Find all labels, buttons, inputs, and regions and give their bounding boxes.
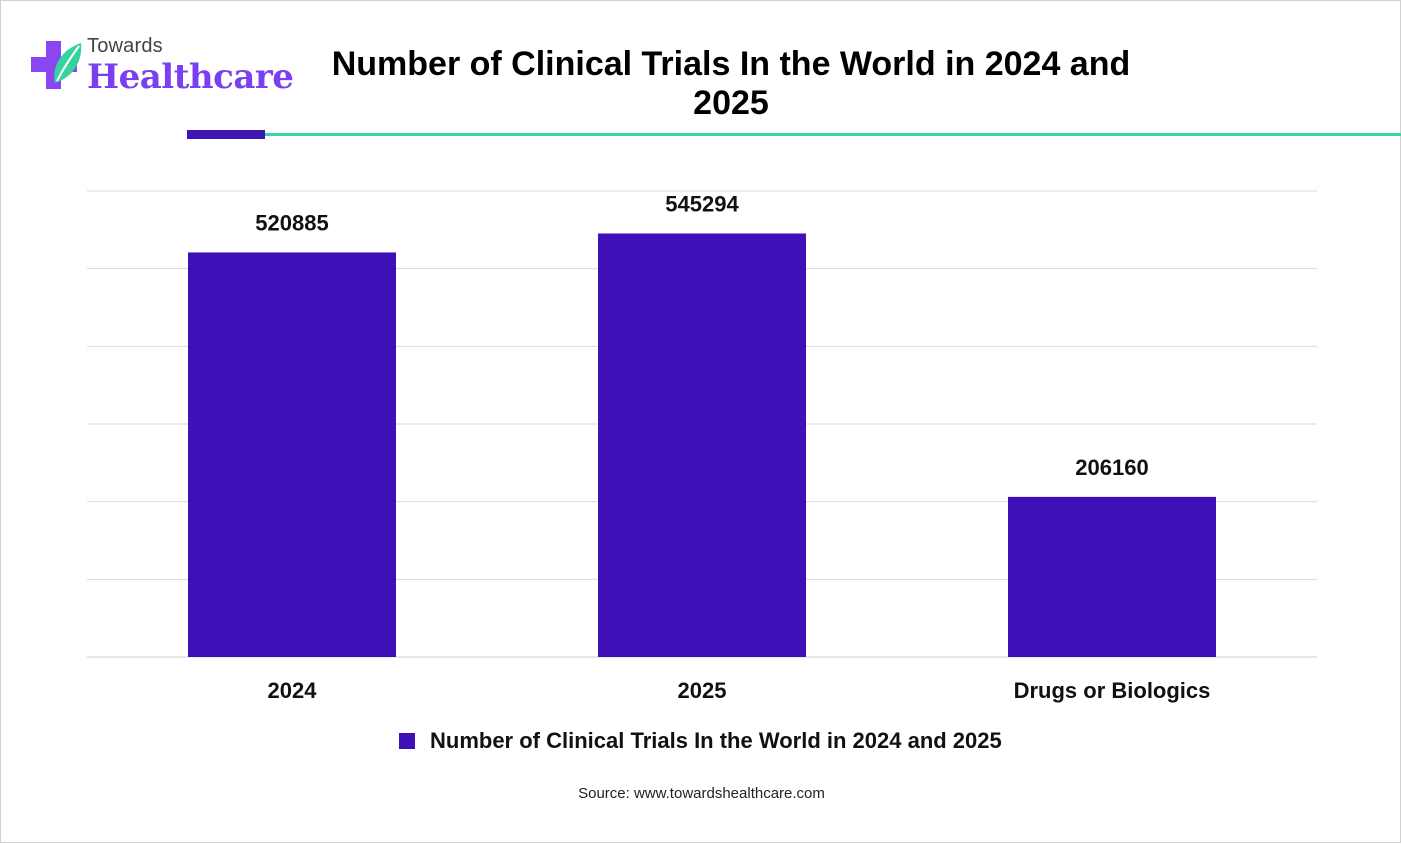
data-label-2: 206160 <box>1075 455 1148 480</box>
bar-2 <box>1008 496 1216 657</box>
bar-0 <box>188 252 396 657</box>
source-note: Source: www.towardshealthcare.com <box>578 785 825 802</box>
logo-text-healthcare: Healthcare <box>87 57 294 97</box>
legend-label: Number of Clinical Trials In the World i… <box>430 728 1002 753</box>
logo-text-towards: Towards <box>87 35 163 57</box>
chart-title: Number of Clinical Trials In the World i… <box>331 45 1131 122</box>
bar-1 <box>598 233 806 657</box>
x-tick-label-0: 2024 <box>268 678 318 703</box>
data-label-1: 545294 <box>665 191 739 216</box>
data-label-0: 520885 <box>255 210 328 235</box>
legend: Number of Clinical Trials In the World i… <box>399 728 1002 754</box>
x-tick-label-1: 2025 <box>678 678 727 703</box>
title-underline-accent <box>187 130 265 139</box>
x-tick-label-2: Drugs or Biologics <box>1014 678 1211 703</box>
legend-swatch <box>399 733 415 749</box>
title-underline-rule <box>265 133 1401 136</box>
medical-cross-leaf-icon <box>31 41 82 89</box>
brand-logo: Towards Healthcare <box>29 35 294 99</box>
